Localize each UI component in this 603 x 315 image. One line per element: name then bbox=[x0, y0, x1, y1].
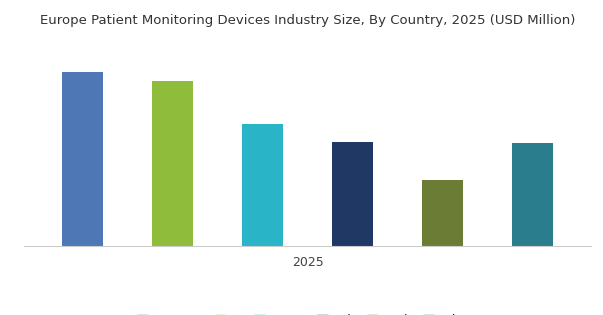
Legend: Germany, UK, France, Italy, Spain, Others: Germany, UK, France, Italy, Spain, Other… bbox=[137, 314, 478, 315]
Title: Europe Patient Monitoring Devices Industry Size, By Country, 2025 (USD Million): Europe Patient Monitoring Devices Indust… bbox=[40, 14, 575, 27]
Bar bbox=[332, 142, 373, 246]
Bar bbox=[422, 180, 463, 246]
Bar bbox=[512, 144, 553, 246]
Bar bbox=[153, 81, 193, 246]
Bar bbox=[62, 72, 103, 246]
Bar bbox=[242, 124, 283, 246]
